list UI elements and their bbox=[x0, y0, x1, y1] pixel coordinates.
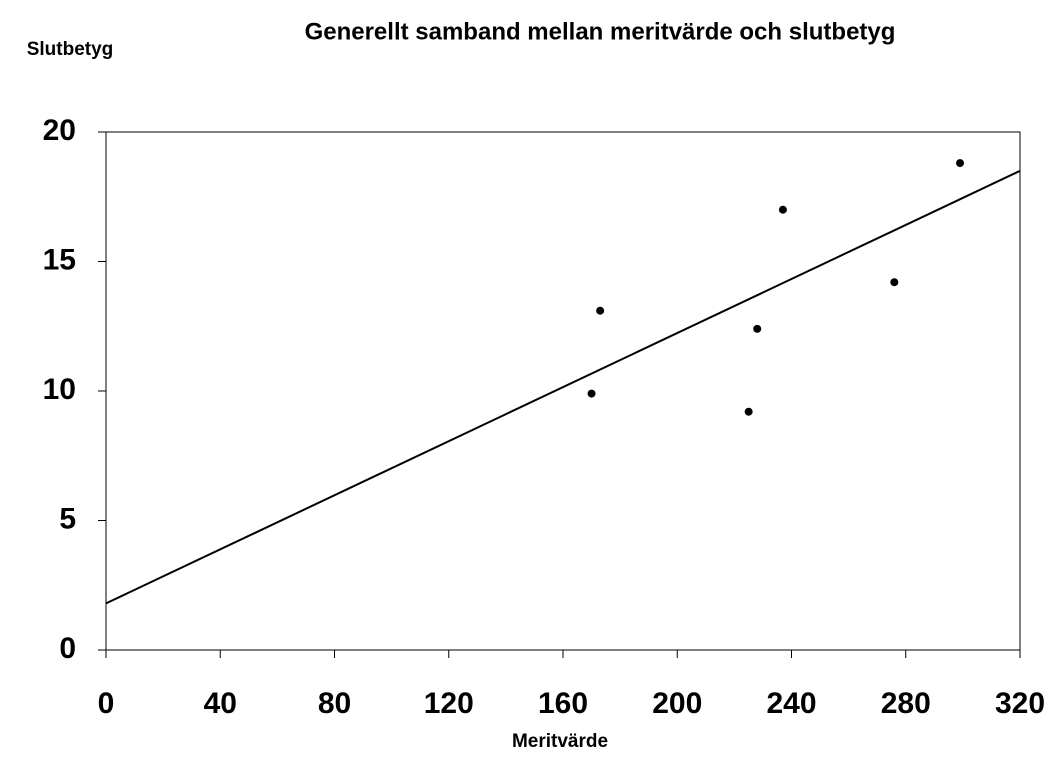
trend-line bbox=[105, 169, 1021, 605]
data-point bbox=[587, 389, 596, 398]
x-tick-label: 120 bbox=[424, 687, 474, 720]
y-tick-label: 5 bbox=[59, 502, 76, 535]
x-tick-label: 160 bbox=[538, 687, 588, 720]
y-tick-label: 15 bbox=[43, 243, 76, 276]
chart-title: Generellt samband mellan meritvärde och … bbox=[305, 18, 896, 45]
x-tick-label: 40 bbox=[204, 687, 237, 720]
x-tick-label: 0 bbox=[98, 687, 115, 720]
y-tick-label: 20 bbox=[43, 114, 76, 147]
y-tick-label: 0 bbox=[59, 632, 76, 665]
data-point bbox=[744, 407, 753, 416]
x-tick-label: 240 bbox=[766, 687, 816, 720]
data-point bbox=[753, 324, 762, 333]
data-point bbox=[778, 205, 787, 214]
x-axis-label: Meritvärde bbox=[512, 731, 608, 752]
y-axis-label: Slutbetyg bbox=[27, 39, 114, 60]
x-tick-label: 320 bbox=[995, 687, 1045, 720]
data-point bbox=[890, 278, 899, 287]
plot-frame bbox=[105, 131, 1021, 651]
x-tick-label: 80 bbox=[318, 687, 351, 720]
x-tick-label: 280 bbox=[881, 687, 931, 720]
data-point bbox=[596, 306, 605, 315]
data-point bbox=[956, 159, 965, 168]
y-tick-label: 10 bbox=[43, 373, 76, 406]
x-tick-label: 200 bbox=[652, 687, 702, 720]
